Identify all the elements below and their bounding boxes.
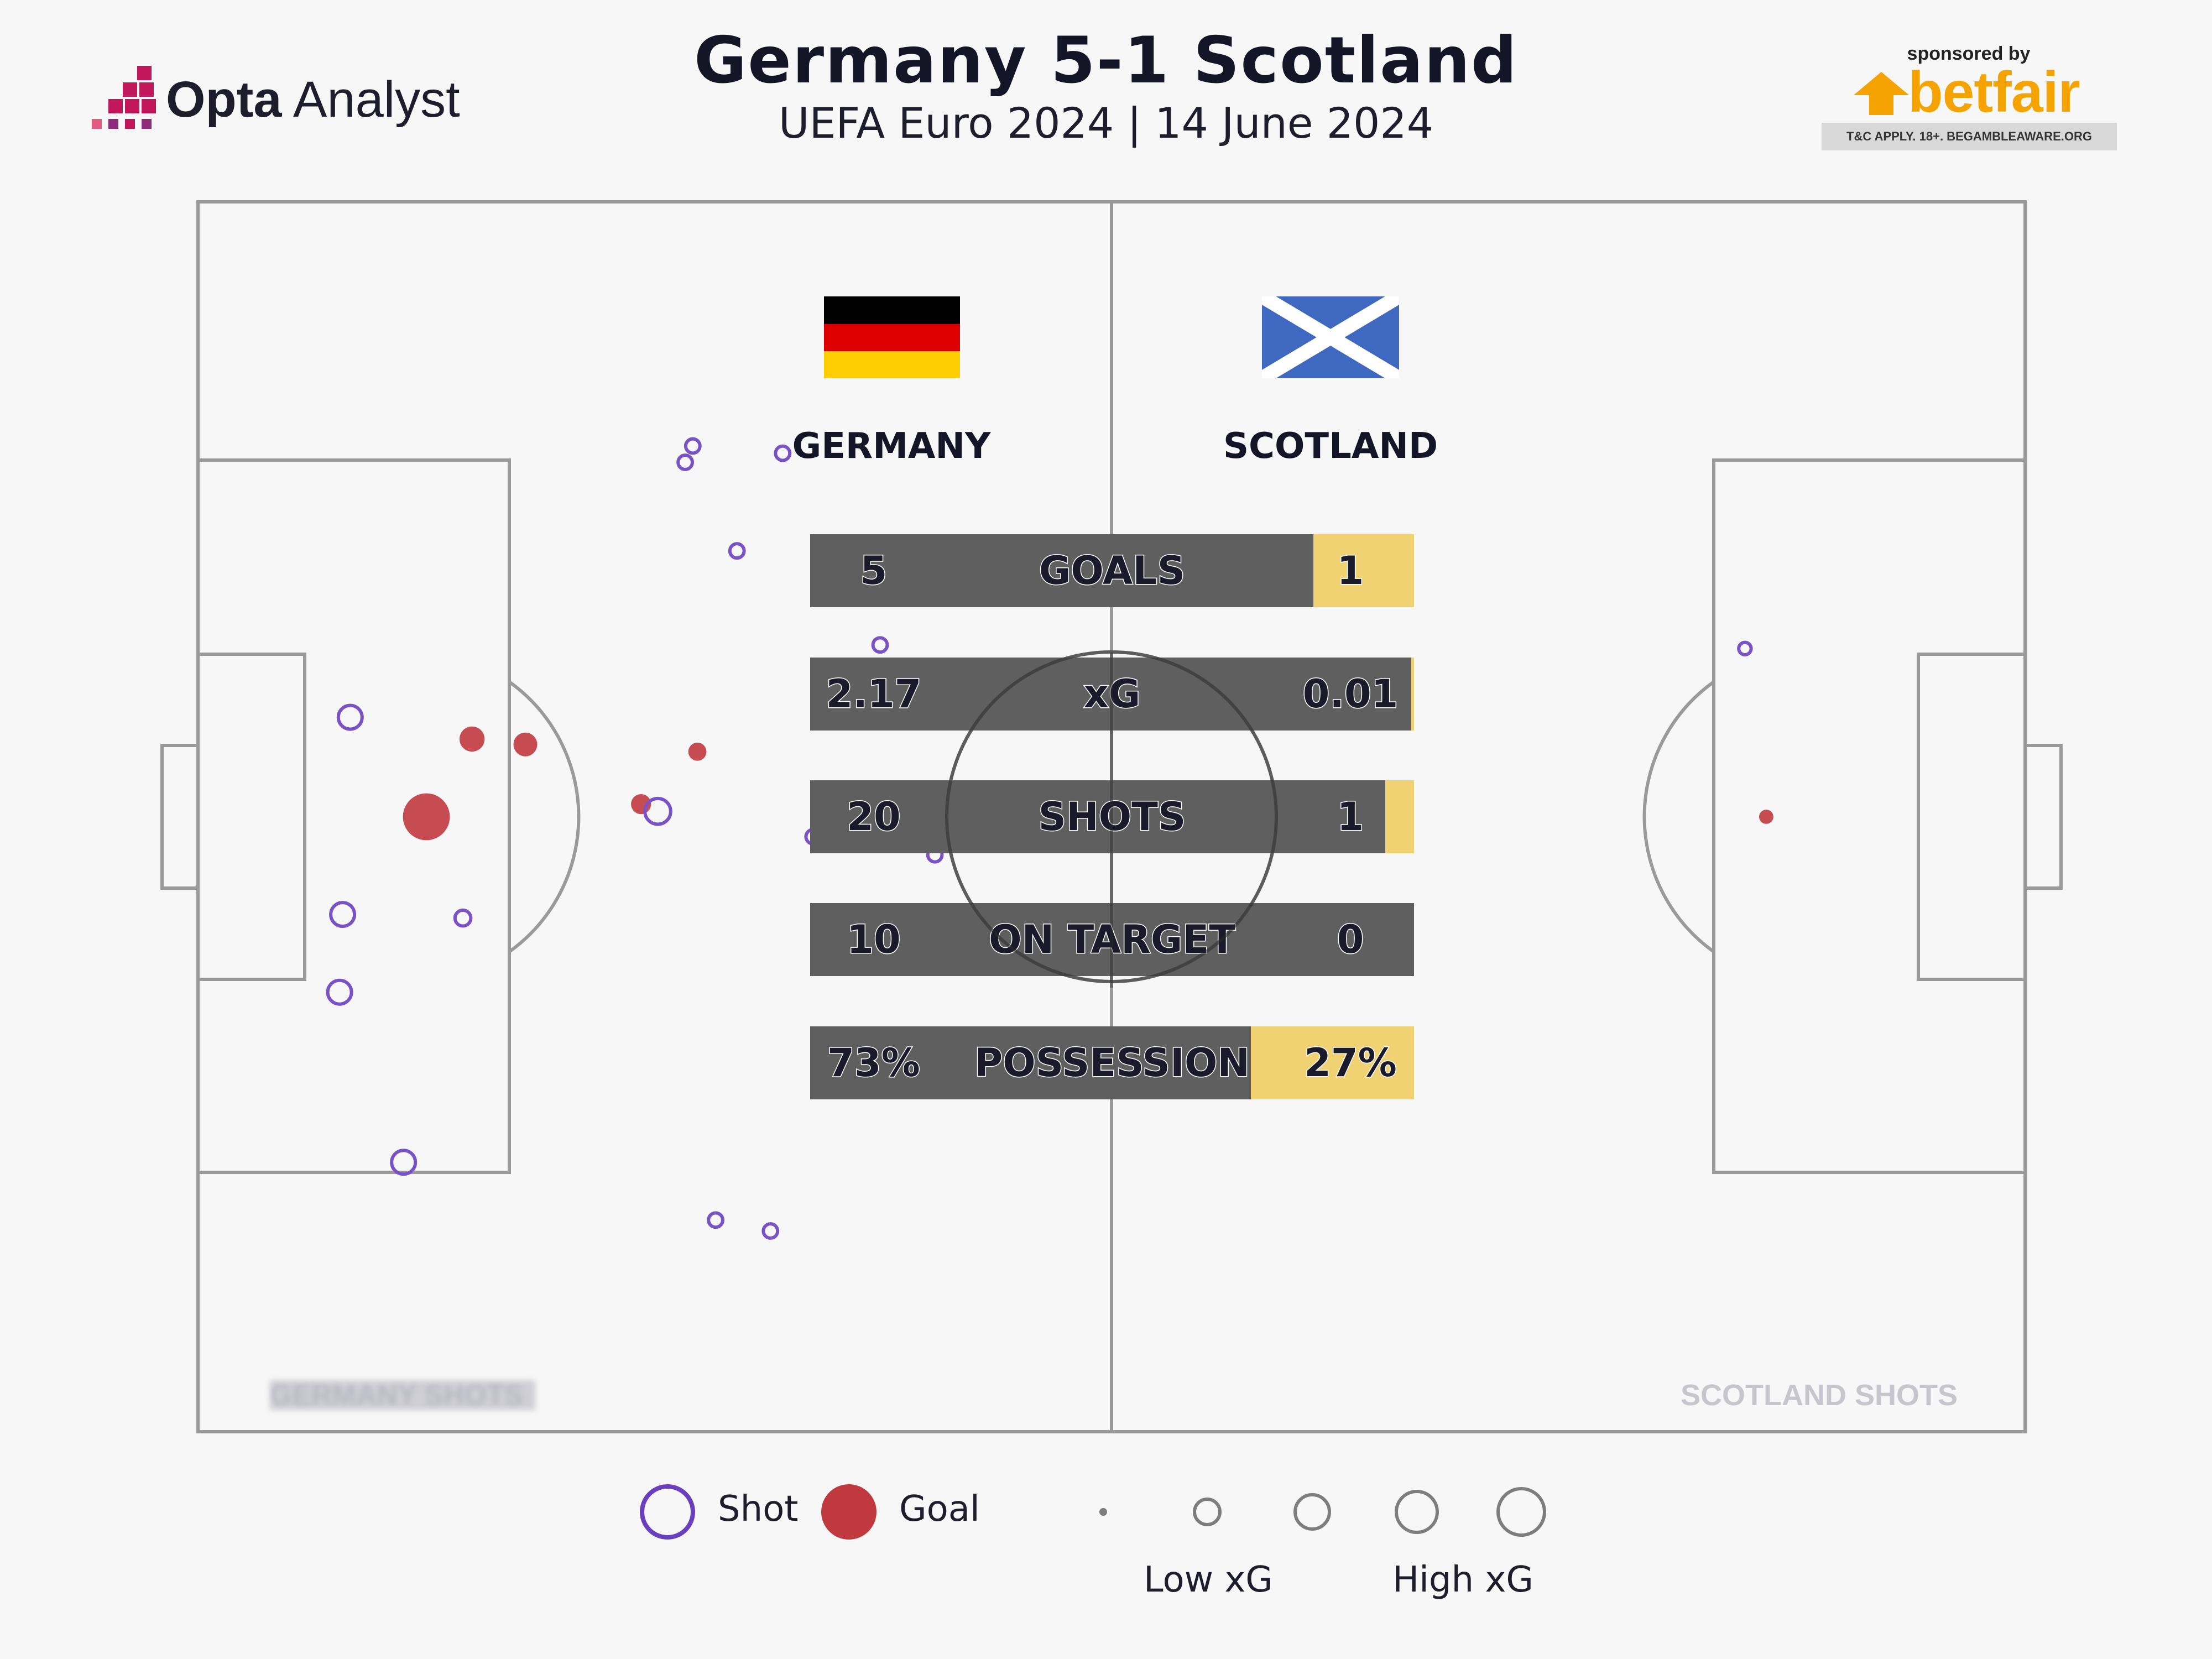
stat-away-value: 27% [1303, 1040, 1398, 1087]
stat-row-xg: 2.17 xG 0.01 [810, 658, 1414, 731]
away-shot-marker [1737, 640, 1753, 657]
legend-high-xg-label: High xG [1392, 1559, 1533, 1600]
stat-label: xG [1083, 671, 1141, 718]
sponsor-disclaimer: T&C APPLY. 18+. BEGAMBLEAWARE.ORG [1822, 123, 2117, 150]
legend-goal-label: Goal [899, 1489, 980, 1530]
home-shot-marker [643, 796, 672, 826]
germany-flag-icon [824, 296, 960, 378]
home-shot-marker [684, 437, 702, 455]
logo-light-text: Analyst [281, 71, 460, 128]
home-shot-marker [329, 901, 357, 928]
opta-logo-icon [92, 66, 156, 129]
home-shot-marker [336, 703, 364, 731]
stat-away-value: 0.01 [1302, 671, 1399, 718]
stat-label: ON TARGET [988, 916, 1237, 963]
away-goal-marker [1759, 810, 1773, 824]
home-goal-marker [513, 732, 538, 757]
shots-layer [326, 437, 1773, 1240]
home-shot-marker [707, 1211, 724, 1229]
away-shots-label: SCOTLAND SHOTS [1680, 1379, 1958, 1412]
stat-label: GOALS [1038, 547, 1186, 594]
stat-row-on-target: 10 ON TARGET 0 [810, 903, 1414, 976]
stat-label: SHOTS [1037, 794, 1187, 841]
scotland-flag-icon [1262, 296, 1399, 378]
logo-bold-text: Opta [166, 71, 282, 128]
stat-away-fill [1313, 534, 1414, 607]
stat-home-value: 20 [846, 794, 901, 841]
stat-home-value: 10 [846, 916, 901, 963]
left-goal [160, 744, 200, 890]
home-shot-marker [728, 542, 746, 560]
match-subtitle: UEFA Euro 2024 | 14 June 2024 [778, 98, 1434, 148]
stat-row-goals: 5 GOALS 1 [810, 534, 1414, 607]
sponsor-label: sponsored by [1907, 43, 2031, 64]
stat-home-value: 73% [827, 1040, 921, 1087]
stat-label: POSSESSION [973, 1040, 1250, 1087]
stat-away-value: 0 [1336, 916, 1365, 963]
opta-analyst-wordmark: Opta Analyst [166, 71, 460, 129]
home-shot-marker [774, 444, 792, 462]
stat-home-value: 2.17 [825, 671, 922, 718]
left-penalty-arc [508, 680, 581, 953]
pitch-lines [160, 200, 2063, 1433]
home-shot-marker [326, 978, 353, 1006]
sponsor-name: betfair [1908, 60, 2080, 124]
team-away-name: SCOTLAND [1223, 426, 1438, 467]
legend-low-xg-label: Low xG [1144, 1559, 1273, 1600]
home-shots-label: GERMANY SHOTS [270, 1380, 535, 1410]
stat-away-value: 1 [1336, 794, 1365, 841]
team-home-name: GERMANY [792, 426, 991, 467]
home-shot-marker [453, 908, 473, 928]
left-penalty-box [196, 458, 511, 1174]
home-goal-marker [403, 793, 450, 841]
home-goal-marker [688, 742, 707, 761]
home-shot-marker [676, 453, 694, 471]
stat-row-shots: 20 SHOTS 1 [810, 780, 1414, 853]
home-shot-marker [390, 1149, 418, 1176]
stat-row-possession: 73% POSSESSION 27% [810, 1026, 1414, 1099]
stat-away-fill [1385, 780, 1414, 853]
right-goal [2023, 744, 2063, 890]
right-six-yard-box [1917, 653, 2027, 981]
stat-away-fill [1411, 658, 1414, 731]
stat-home-value: 5 [859, 547, 888, 594]
home-goal-marker [459, 726, 485, 752]
betfair-arrow-icon [1854, 72, 1909, 115]
stat-away-value: 1 [1336, 547, 1365, 594]
legend-shot-label: Shot [718, 1489, 799, 1530]
stat-away-fill [1251, 1026, 1414, 1099]
home-shot-marker [761, 1222, 780, 1240]
home-shot-marker [871, 636, 889, 654]
left-six-yard-box [196, 653, 306, 981]
right-penalty-arc [1642, 680, 1715, 953]
match-title: Germany 5-1 Scotland [694, 23, 1518, 98]
